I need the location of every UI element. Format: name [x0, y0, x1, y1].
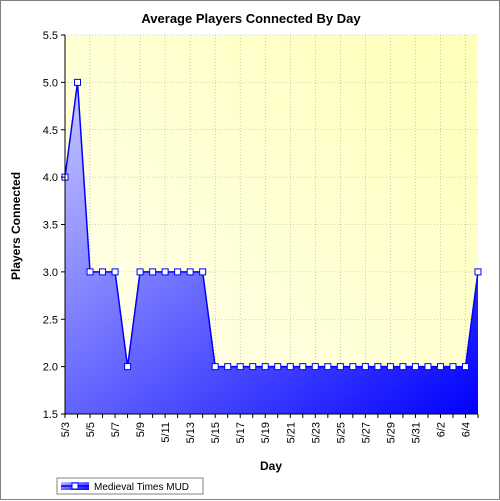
x-tick-label: 5/29: [385, 422, 397, 443]
y-tick-label: 2.0: [43, 362, 58, 374]
data-point-6/4: [461, 363, 469, 371]
data-point-5/13: [186, 268, 194, 276]
y-tick-label: 1.5: [43, 409, 58, 421]
x-tick-label: 5/7: [110, 422, 122, 437]
data-point-5/21: [286, 363, 294, 371]
x-tick-label: 5/27: [360, 422, 372, 443]
x-tick-label: 5/31: [410, 422, 422, 443]
data-point-5/10: [149, 268, 157, 276]
series-area: [65, 82, 478, 414]
y-tick-label: 4.5: [43, 125, 58, 137]
data-point-5/19: [261, 363, 269, 371]
data-point-5/31: [411, 363, 419, 371]
data-point-6/5: [474, 268, 482, 276]
data-point-5/20: [274, 363, 282, 371]
data-point-5/25: [336, 363, 344, 371]
data-point-5/14: [199, 268, 207, 276]
data-point-5/4: [74, 78, 82, 86]
data-point-5/17: [236, 363, 244, 371]
data-point-6/1: [424, 363, 432, 371]
data-point-5/26: [349, 363, 357, 371]
x-tick-label: 5/9: [135, 422, 147, 437]
y-tick-label: 5.0: [43, 77, 58, 89]
data-point-5/28: [374, 363, 382, 371]
x-tick-label: 5/5: [85, 422, 97, 437]
data-point-5/16: [224, 363, 232, 371]
data-point-5/6: [99, 268, 107, 276]
x-tick-label: 5/23: [310, 422, 322, 443]
data-point-5/30: [399, 363, 407, 371]
x-axis-ticks: 5/3 5/5 5/7 5/9 5/11 5/13 5/15 5/17 5/19 5/21 5/23…: [60, 414, 479, 443]
x-tick-label: 6/2: [435, 422, 447, 437]
y-tick-label: 5.5: [43, 30, 58, 42]
y-tick-label: 2.5: [43, 314, 58, 326]
y-tick-label: 3.5: [43, 220, 58, 232]
data-point-5/29: [386, 363, 394, 371]
x-tick-label: 5/3: [60, 422, 72, 437]
x-tick-label: 6/4: [460, 422, 472, 437]
y-tick-label: 3.0: [43, 267, 58, 279]
series-line: [64, 82, 479, 368]
data-point-5/5: [86, 268, 94, 276]
y-axis-title: Players Connected: [9, 172, 23, 280]
chart-title: Average Players Connected By Day: [141, 11, 361, 26]
data-point-5/7: [111, 268, 119, 276]
legend: Medieval Times MUD: [56, 477, 204, 495]
y-tick-label: 4.0: [43, 172, 58, 184]
data-point-6/2: [436, 363, 444, 371]
x-tick-label: 5/11: [160, 422, 172, 443]
data-point-5/23: [311, 363, 319, 371]
data-point-6/3: [449, 363, 457, 371]
data-point-5/15: [211, 363, 219, 371]
grid: [64, 34, 478, 415]
legend-box: [56, 477, 204, 495]
legend-label: Medieval Times MUD: [94, 482, 189, 493]
data-point-5/22: [299, 363, 307, 371]
data-point-5/8: [124, 363, 132, 371]
data-point-5/24: [324, 363, 332, 371]
y-axis-ticks: 1.5 2.0 2.5 3.0 3.5 4.0 4.5 5.0 5.5: [43, 30, 65, 421]
x-tick-label: 5/13: [185, 422, 197, 443]
data-point-5/11: [161, 268, 169, 276]
x-tick-label: 5/25: [335, 422, 347, 443]
x-tick-label: 5/19: [260, 422, 272, 443]
x-tick-label: 5/15: [210, 422, 222, 443]
x-tick-label: 5/17: [235, 422, 247, 443]
data-point-5/18: [249, 363, 257, 371]
data-point-5/9: [136, 268, 144, 276]
x-axis-title: Day: [260, 459, 282, 473]
x-tick-label: 5/21: [285, 422, 297, 443]
data-point-5/12: [174, 268, 182, 276]
data-point-5/27: [361, 363, 369, 371]
legend-marker: [71, 482, 79, 490]
